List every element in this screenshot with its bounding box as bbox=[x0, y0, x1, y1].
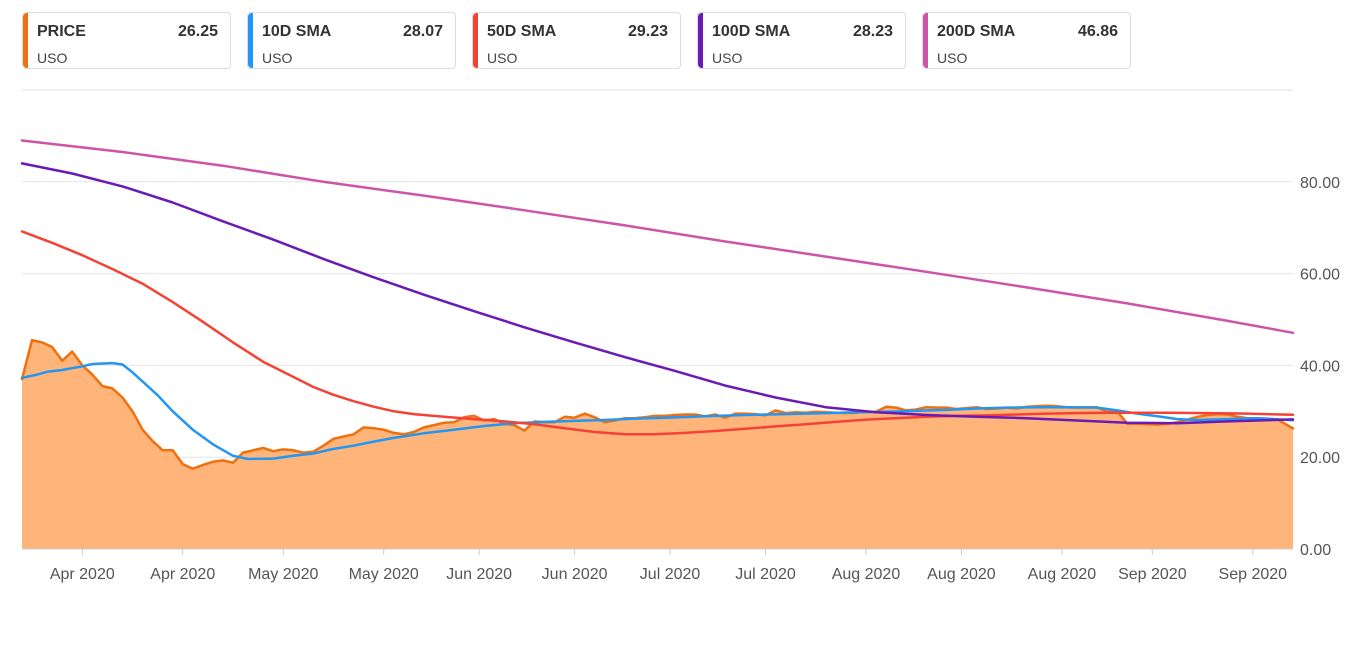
legend-color-bar bbox=[23, 13, 28, 68]
series-line-100d-sma bbox=[20, 162, 1295, 425]
legend-series-value: 28.07 bbox=[402, 23, 443, 40]
legend-series-symbol: USO bbox=[262, 50, 293, 66]
legend-color-bar bbox=[473, 13, 478, 68]
x-tick-label: May 2020 bbox=[248, 566, 318, 583]
legend-card-10d-sma[interactable]: 10D SMA 28.07 USO bbox=[247, 12, 456, 69]
price-area bbox=[22, 340, 1293, 549]
x-tick-label: Jul 2020 bbox=[735, 566, 796, 583]
legend-series-name: 200D SMA bbox=[937, 23, 1016, 40]
legend-series-value: 28.23 bbox=[852, 23, 893, 40]
series-line-200d-sma bbox=[20, 139, 1295, 335]
x-tick-label: Sep 2020 bbox=[1219, 566, 1288, 583]
legend-card-100d-sma[interactable]: 100D SMA 28.23 USO bbox=[697, 12, 906, 69]
x-tick-label: Jun 2020 bbox=[446, 566, 512, 583]
legend-series-symbol: USO bbox=[37, 50, 68, 66]
x-tick-label: Jun 2020 bbox=[542, 566, 608, 583]
x-tick-label: Apr 2020 bbox=[50, 566, 115, 583]
legend-series-name: 10D SMA bbox=[262, 23, 332, 40]
legend-color-bar bbox=[248, 13, 253, 68]
legend-series-symbol: USO bbox=[937, 50, 968, 66]
legend-color-bar bbox=[923, 13, 928, 68]
legend-card-50d-sma[interactable]: 50D SMA 29.23 USO bbox=[472, 12, 681, 69]
x-tick-label: Aug 2020 bbox=[927, 566, 996, 583]
y-tick-label: 20.00 bbox=[1300, 450, 1340, 467]
legend-series-name: PRICE bbox=[37, 23, 86, 40]
legend-card-price[interactable]: PRICE 26.25 USO bbox=[22, 12, 231, 69]
x-tick-label: May 2020 bbox=[349, 566, 419, 583]
legend-series-value: 26.25 bbox=[177, 23, 218, 40]
series-line-50d-sma bbox=[20, 230, 1295, 436]
x-tick-label: Aug 2020 bbox=[832, 566, 901, 583]
legend-series-symbol: USO bbox=[712, 50, 743, 66]
y-tick-label: 60.00 bbox=[1300, 267, 1340, 284]
x-tick-label: Apr 2020 bbox=[150, 566, 215, 583]
legend-series-value: 29.23 bbox=[627, 23, 668, 40]
legend-series-name: 50D SMA bbox=[487, 23, 557, 40]
legend-card-200d-sma[interactable]: 200D SMA 46.86 USO bbox=[922, 12, 1131, 69]
y-tick-label: 40.00 bbox=[1300, 358, 1340, 375]
x-tick-label: Aug 2020 bbox=[1028, 566, 1097, 583]
legend-series-value: 46.86 bbox=[1077, 23, 1118, 40]
y-tick-label: 80.00 bbox=[1300, 175, 1340, 192]
x-tick-label: Sep 2020 bbox=[1118, 566, 1187, 583]
legend-series-name: 100D SMA bbox=[712, 23, 791, 40]
x-tick-label: Jul 2020 bbox=[640, 566, 701, 583]
y-tick-label: 0.00 bbox=[1300, 542, 1331, 559]
legend-color-bar bbox=[698, 13, 703, 68]
legend-series-symbol: USO bbox=[487, 50, 518, 66]
